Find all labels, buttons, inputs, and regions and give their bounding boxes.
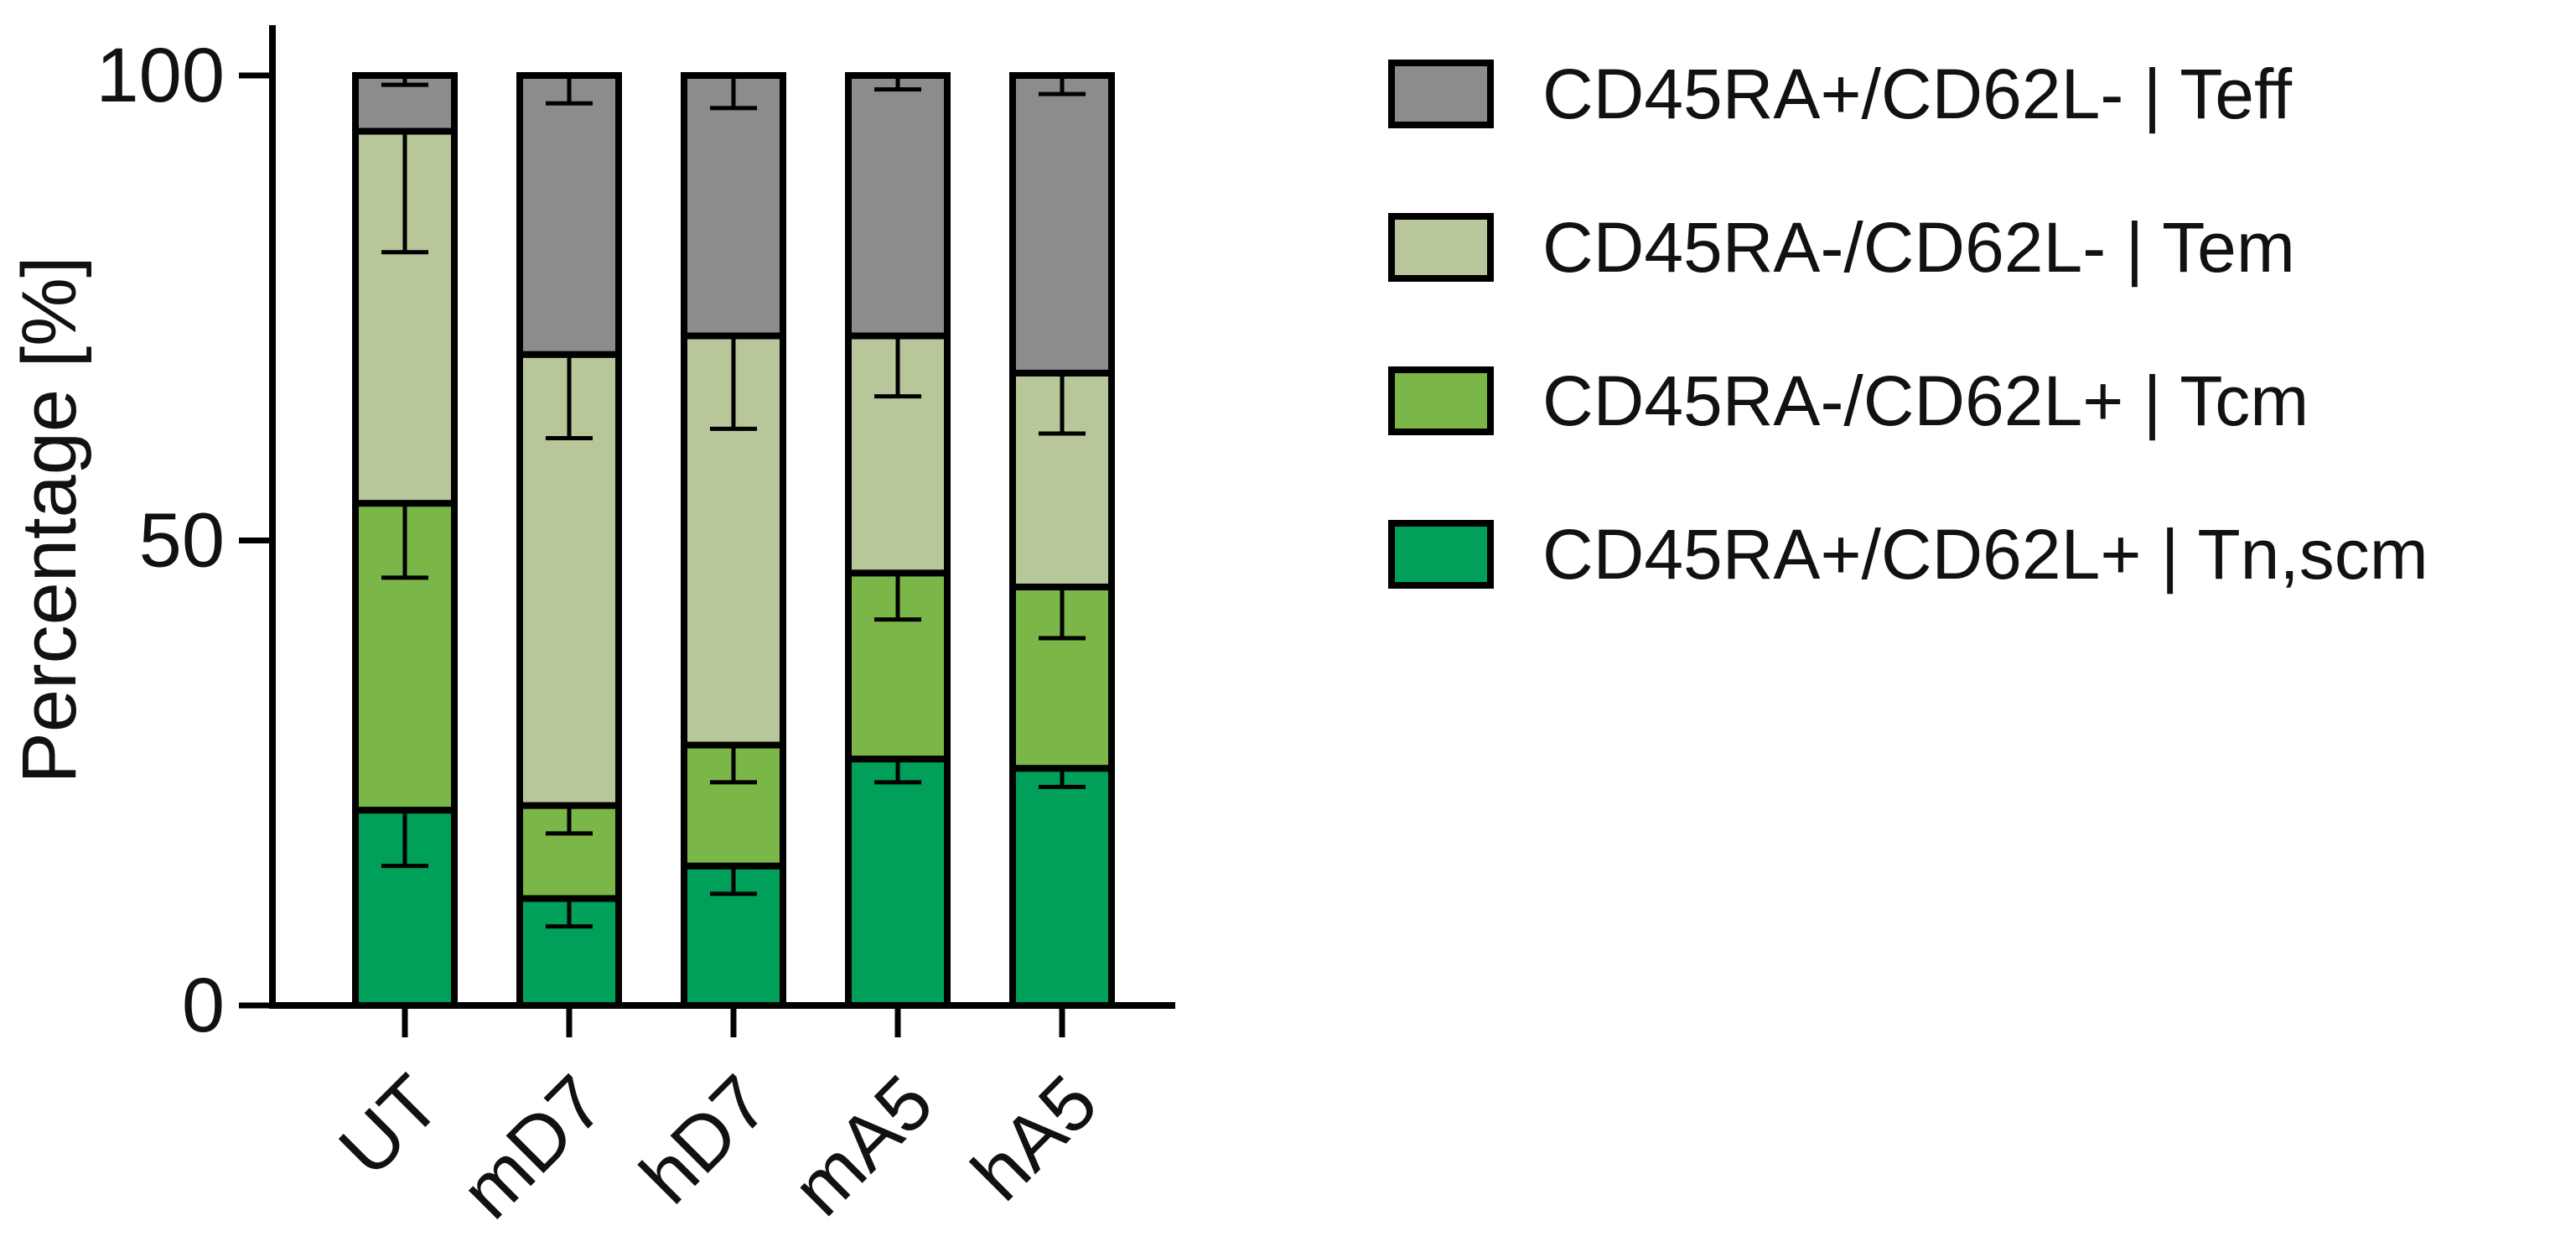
error-bar-hA5-1: [1039, 768, 1086, 789]
legend-swatch: [1388, 520, 1494, 589]
error-bar-mA5-2: [874, 573, 921, 622]
bar-segment-mA5-4: [845, 72, 951, 340]
error-bar-mD7-3: [546, 354, 593, 441]
legend-item: CD45RA+/CD62L- | Teff: [1388, 55, 2293, 133]
bar-segment-mA5-1: [845, 756, 951, 1009]
x-tick-label: mA5: [776, 1059, 949, 1232]
error-bar-mD7-1: [546, 898, 593, 929]
x-tick-label: hD7: [625, 1059, 785, 1219]
error-bar-mD7-2: [546, 805, 593, 836]
bar-segment-mD7-4: [516, 72, 622, 358]
legend: CD45RA+/CD62L- | Teff CD45RA-/CD62L- | Te…: [1388, 55, 2428, 594]
error-bar-hA5-2: [1039, 586, 1086, 641]
legend-item: CD45RA-/CD62L+ | Tcm: [1388, 361, 2309, 440]
legend-label: CD45RA-/CD62L- | Tem: [1542, 208, 2295, 287]
error-bar-mA5-4: [874, 75, 921, 92]
y-axis-title: Percentage [%]: [7, 256, 92, 783]
legend-item: CD45RA+/CD62L+ | Tn,scm: [1388, 515, 2428, 594]
error-bars-layer: [381, 75, 1086, 929]
error-bar-hD7-1: [710, 865, 757, 896]
bar-segment-UT-4: [352, 72, 458, 135]
x-tick-label: UT: [323, 1059, 456, 1192]
error-bar-UT-2: [381, 503, 428, 580]
bar-segment-hD7-4: [681, 72, 786, 340]
legend-swatch: [1388, 60, 1494, 128]
bar-segment-hA5-1: [1009, 765, 1115, 1010]
x-tick-label: mD7: [445, 1059, 620, 1234]
y-tick-label: 0: [182, 963, 225, 1048]
error-bar-UT-4: [381, 75, 428, 87]
error-bar-hD7-3: [710, 335, 757, 431]
error-bar-hD7-4: [710, 75, 757, 111]
error-bar-mD7-4: [546, 75, 593, 106]
error-bar-UT-1: [381, 810, 428, 869]
legend-label: CD45RA+/CD62L- | Teff: [1542, 55, 2293, 133]
legend-label: CD45RA+/CD62L+ | Tn,scm: [1542, 515, 2428, 594]
error-bar-UT-3: [381, 131, 428, 255]
y-tick-label: 50: [139, 498, 225, 584]
error-bar-hA5-4: [1039, 75, 1086, 96]
y-ticks-layer: 0 50 100: [96, 33, 272, 1048]
legend-swatch: [1388, 213, 1494, 282]
x-tick-label: hA5: [956, 1059, 1113, 1217]
error-bar-mA5-3: [874, 335, 921, 399]
error-bar-mA5-1: [874, 759, 921, 785]
legend-label: CD45RA-/CD62L+ | Tcm: [1542, 361, 2309, 440]
legend-swatch: [1388, 366, 1494, 435]
y-tick-label: 100: [96, 33, 225, 118]
legend-item: CD45RA-/CD62L- | Tem: [1388, 208, 2295, 287]
error-bar-hA5-3: [1039, 372, 1086, 436]
bar-segment-hA5-4: [1009, 72, 1115, 377]
error-bar-hD7-2: [710, 745, 757, 785]
